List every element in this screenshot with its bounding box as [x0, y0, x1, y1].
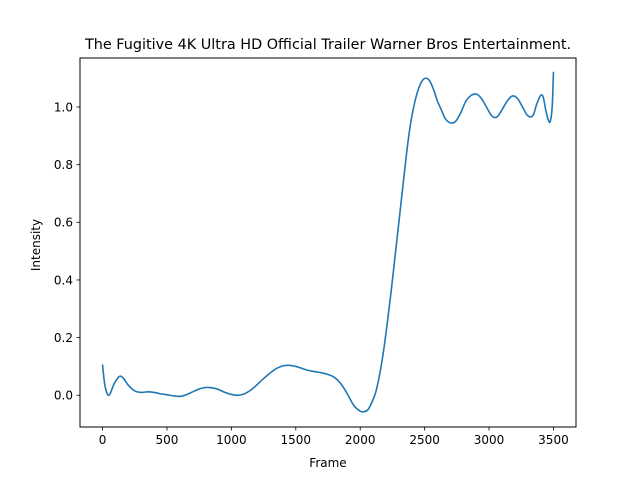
- y-tick-label: 0.0: [54, 389, 73, 403]
- chart-title: The Fugitive 4K Ultra HD Official Traile…: [84, 37, 571, 53]
- y-axis-label: Intensity: [29, 219, 43, 271]
- y-tick-label: 0.4: [54, 273, 73, 287]
- y-tick-label: 0.2: [54, 331, 73, 345]
- x-tick-label: 2000: [345, 433, 376, 447]
- x-tick-label: 1000: [216, 433, 247, 447]
- y-tick-label: 0.6: [54, 216, 73, 230]
- x-tick-label: 1500: [281, 433, 312, 447]
- x-tick-label: 0: [99, 433, 107, 447]
- x-tick-label: 2500: [409, 433, 440, 447]
- x-axis-label: Frame: [309, 456, 346, 470]
- series-line-0: [101, 71, 555, 413]
- series-layer: [101, 71, 555, 413]
- x-tick-label: 3000: [474, 433, 505, 447]
- x-tick-label: 3500: [538, 433, 569, 447]
- x-axis-ticks: 0 500 1000 1500 2000 2500 3000 3500: [99, 427, 569, 447]
- plot-area: [79, 57, 577, 428]
- axes-frame: [79, 57, 577, 428]
- y-axis-ticks: 0.0 0.2 0.4 0.6 0.8 1.0: [54, 100, 80, 403]
- y-tick-label: 1.0: [54, 100, 73, 114]
- x-tick-label: 500: [156, 433, 179, 447]
- y-tick-label: 0.8: [54, 158, 73, 172]
